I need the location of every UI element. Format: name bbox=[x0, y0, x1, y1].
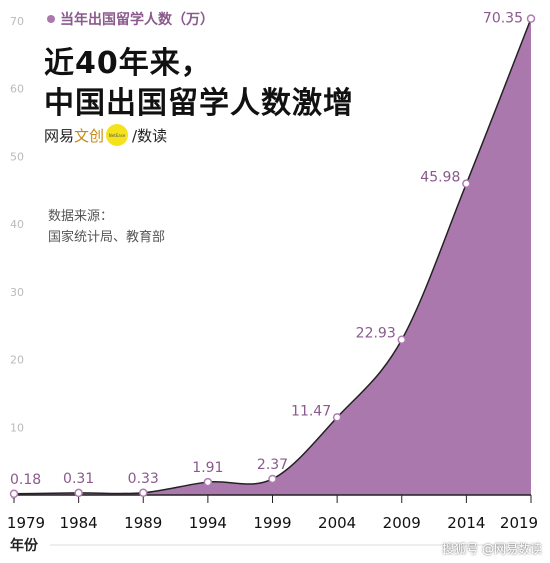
data-point bbox=[203, 477, 213, 487]
brand-right-text: 数读 bbox=[137, 126, 168, 145]
data-label: 2.37 bbox=[257, 457, 288, 473]
data-point bbox=[139, 488, 148, 498]
data-label: 0.18 bbox=[10, 472, 41, 488]
brand-logo: 网易文创 NetEase /数读 bbox=[44, 124, 167, 146]
data-label: 0.33 bbox=[128, 471, 159, 487]
y-axis-labels: 010203040506070 bbox=[10, 15, 24, 502]
title-line-1: 近40年来， bbox=[44, 46, 212, 81]
x-tick-label: 1999 bbox=[253, 514, 291, 532]
y-tick-label: 30 bbox=[10, 286, 24, 299]
y-tick-label: 60 bbox=[10, 83, 24, 96]
x-tick-label: 1994 bbox=[189, 514, 227, 532]
x-axis-title: 年份 bbox=[10, 537, 39, 554]
x-tick-label: 2014 bbox=[447, 514, 485, 532]
data-point bbox=[9, 489, 19, 499]
data-source: 数据来源： 国家统计局、教育部 bbox=[48, 206, 165, 248]
y-tick-label: 70 bbox=[10, 15, 24, 28]
data-label: 45.98 bbox=[420, 170, 460, 186]
x-tick-label: 2004 bbox=[318, 514, 356, 532]
y-tick-label: 40 bbox=[10, 218, 24, 231]
data-label: 22.93 bbox=[356, 326, 396, 342]
legend-marker bbox=[47, 15, 55, 23]
data-point bbox=[268, 474, 277, 484]
brand-left-accent: 文创 bbox=[74, 126, 105, 145]
area-fill bbox=[14, 18, 531, 495]
legend: 当年出国留学人数（万） bbox=[47, 11, 214, 28]
x-tick-label: 2019 bbox=[500, 514, 538, 532]
y-tick-label: 10 bbox=[10, 421, 24, 434]
legend-label: 当年出国留学人数（万） bbox=[60, 11, 214, 28]
data-point bbox=[332, 413, 342, 422]
title-line-2: 中国出国留学人数激增 bbox=[44, 86, 354, 121]
netease-dot-logo: NetEase bbox=[106, 124, 129, 146]
brand-left: 网易文创 bbox=[44, 125, 104, 146]
x-tick-label: 1989 bbox=[124, 514, 162, 532]
x-tick-label: 1979 bbox=[7, 514, 45, 532]
data-point bbox=[462, 179, 471, 188]
y-tick-label: 20 bbox=[10, 354, 24, 367]
brand-separator: / bbox=[132, 126, 138, 145]
source-text: 国家统计局、教育部 bbox=[48, 230, 166, 245]
data-points: 0.18 0.31 0.33 1.91 2.37 11.47 22.93 45.98 70.35 bbox=[9, 11, 536, 499]
brand-left-plain: 网易 bbox=[44, 126, 75, 145]
source-label: 数据来源： bbox=[48, 209, 114, 224]
chart-title: 近40年来， 中国出国留学人数激增 bbox=[44, 44, 354, 124]
data-label: 70.35 bbox=[483, 11, 523, 27]
data-label: 0.31 bbox=[63, 471, 94, 487]
data-point bbox=[397, 335, 406, 344]
x-tick-label: 2009 bbox=[383, 514, 421, 532]
data-point bbox=[526, 14, 536, 23]
y-tick-label: 50 bbox=[10, 150, 24, 163]
brand-right: /数读 bbox=[132, 125, 167, 146]
watermark: 搜狐号 @网易数读 bbox=[442, 542, 542, 556]
x-axis: 1979 1984 1989 1994 1999 2004 2009 2014 2019 年份 bbox=[7, 494, 538, 554]
data-point bbox=[74, 488, 83, 498]
data-label: 11.47 bbox=[291, 403, 331, 419]
x-tick-label: 1984 bbox=[60, 514, 98, 532]
data-label: 1.91 bbox=[192, 460, 223, 476]
